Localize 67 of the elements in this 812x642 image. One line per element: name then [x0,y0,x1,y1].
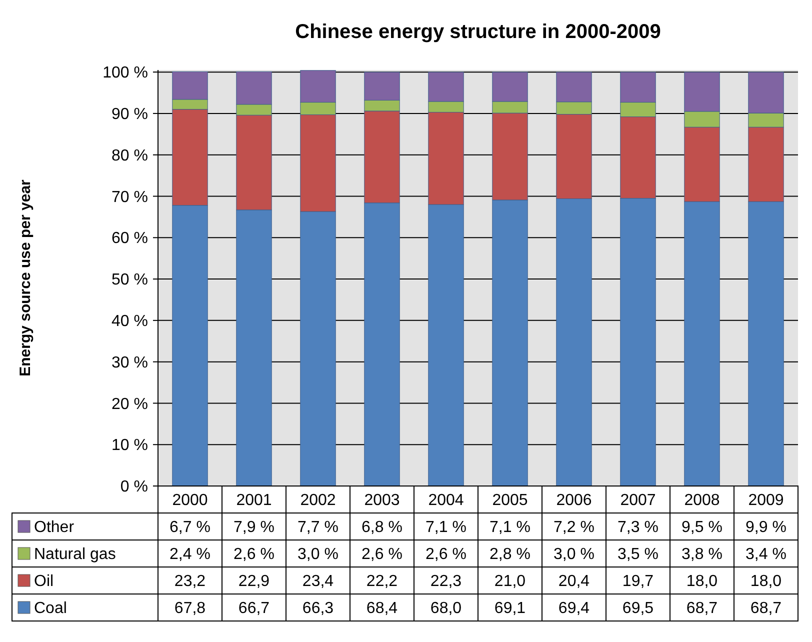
data-label: 2,6 % [234,546,274,564]
data-label: 3,4 % [746,546,786,564]
data-label: 6,8 % [362,519,402,536]
x-tick-label: 2002 [300,492,336,510]
data-label: 3,0 % [298,546,338,564]
x-tick-label: 2000 [172,492,208,510]
legend-label: Other [34,519,75,536]
legend-label: Coal [34,600,67,618]
data-label: 7,9 % [234,519,274,536]
y-tick-label: 80 % [112,147,148,164]
data-label: 18,0 [686,573,718,590]
data-label: 68,7 [686,600,718,618]
data-label: 69,5 [622,600,654,618]
data-label: 68,0 [430,600,462,618]
data-label: 68,7 [750,600,782,618]
x-tick-label: 2004 [428,492,464,510]
data-label: 2,6 % [362,546,402,564]
data-label: 22,9 [238,573,270,590]
data-label: 2,4 % [170,546,210,564]
x-tick-label: 2008 [684,492,720,510]
data-label: 69,4 [558,600,590,618]
data-label: 19,7 [622,573,654,590]
data-label: 69,1 [494,600,526,618]
data-label: 7,1 % [426,519,466,536]
data-label: 66,3 [302,600,334,618]
x-tick-label: 2001 [236,492,272,510]
data-label: 9,9 % [746,519,786,536]
data-label: 7,3 % [618,519,658,536]
x-tick-label: 2003 [364,492,400,510]
data-label: 3,8 % [682,546,722,564]
data-label: 21,0 [494,573,526,590]
data-label: 3,5 % [618,546,658,564]
data-label: 9,5 % [682,519,722,536]
y-tick-label: 0 % [120,478,148,496]
legend-label: Natural gas [34,546,116,564]
data-label: 66,7 [238,600,270,618]
y-tick-label: 10 % [112,437,148,454]
data-label: 2,8 % [490,546,530,564]
data-label: 18,0 [750,573,782,590]
data-label: 7,2 % [554,519,594,536]
data-label: 20,4 [558,573,590,590]
data-label: 6,7 % [170,519,210,536]
x-tick-label: 2007 [620,492,656,510]
data-label: 7,7 % [298,519,338,536]
y-tick-label: 20 % [112,396,148,413]
data-label: 3,0 % [554,546,594,564]
data-label: 7,1 % [490,519,530,536]
y-tick-label: 50 % [112,272,148,289]
y-tick-label: 60 % [112,230,148,248]
data-label: 22,3 [430,573,462,590]
data-label: 68,4 [366,600,398,618]
data-label: 23,2 [174,573,206,590]
y-tick-label: 70 % [112,188,148,206]
x-tick-label: 2009 [748,492,784,510]
data-label: 67,8 [174,600,206,618]
data-label: 2,6 % [426,546,466,564]
data-label: 23,4 [302,573,334,590]
chart-title: Chinese energy structure in 2000-2009 [295,21,661,43]
y-tick-label: 30 % [112,354,148,372]
y-tick-label: 40 % [112,313,148,330]
data-label: 22,2 [366,573,398,590]
x-tick-label: 2006 [556,492,592,510]
legend-label: Oil [34,573,54,590]
x-tick-label: 2005 [492,492,528,510]
y-axis-title: Energy source use per year [17,179,34,376]
y-tick-label: 90 % [112,106,148,124]
y-tick-label: 100 % [102,64,148,82]
